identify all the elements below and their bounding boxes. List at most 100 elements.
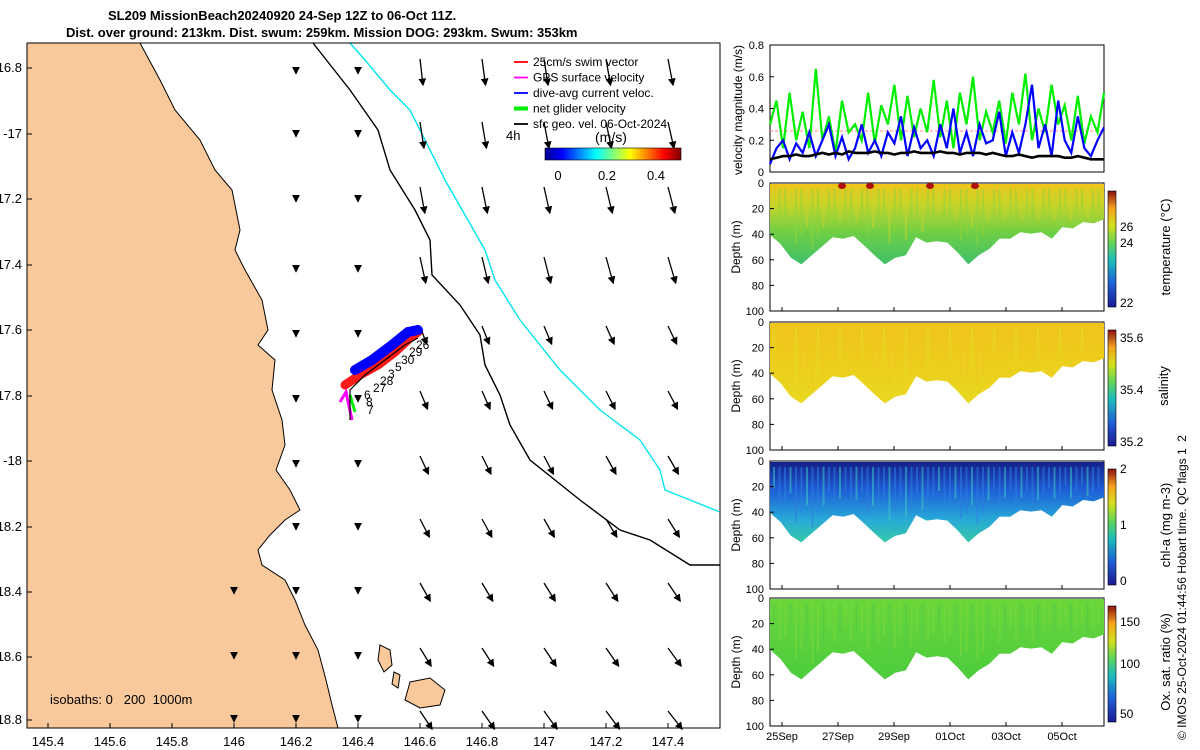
heatmap-streak — [1092, 328, 1094, 353]
legend-entry: net glider velocity — [533, 102, 626, 116]
heatmap-colorbar — [1107, 468, 1117, 586]
heatmap-streak — [949, 328, 951, 361]
heatmap-streak — [1031, 328, 1034, 365]
velocity-series — [768, 68, 1106, 165]
heatmap-streak — [844, 467, 847, 491]
colorbar-tick-label: 1 — [1120, 518, 1127, 532]
heatmap-streak — [910, 467, 913, 510]
heatmap-streak — [817, 328, 819, 376]
map-frame — [26, 42, 721, 729]
map-x-tick-label: 146.8 — [466, 734, 499, 749]
map-y-tick-label: 17.4 — [0, 257, 22, 272]
heatmap-streak — [1086, 328, 1089, 358]
heatmap-streak — [938, 467, 940, 492]
heatmap-hotspot — [971, 183, 979, 189]
track-day-label: 29 — [409, 345, 423, 359]
heatmap-streak — [1042, 604, 1045, 631]
heatmap-streak — [784, 467, 786, 500]
colorbar-tick-label: 24 — [1120, 236, 1134, 250]
heatmap-streak — [1070, 328, 1072, 360]
colorbar-tick-label: 26 — [1120, 220, 1134, 234]
geo-velocity-arrow — [667, 58, 676, 87]
geo-velocity-arrow — [481, 518, 493, 539]
map-y-tick-label: 17.2 — [0, 191, 22, 206]
isobath-200 — [312, 42, 720, 566]
geo-velocity-arrow — [605, 121, 614, 150]
heatmap-streak — [850, 328, 852, 367]
heatmap-streak — [1053, 328, 1056, 360]
heatmap-streak — [1048, 189, 1050, 211]
heatmap-y-tick-label: 60 — [752, 394, 764, 406]
track-day-label: 30 — [401, 353, 415, 367]
heatmap-streak — [982, 604, 984, 652]
heatmap-hotspot — [866, 183, 874, 189]
map-y-tick-label: 17.8 — [0, 388, 22, 403]
geo-velocity-arrow — [481, 647, 495, 668]
heatmap-streak — [954, 189, 957, 221]
title-line-2: Dist. over ground: 213km. Dist. swum: 25… — [66, 25, 578, 40]
heatmap-streak — [1097, 189, 1100, 209]
heatmap-streak — [872, 328, 874, 367]
geo-velocity-arrow — [605, 256, 616, 285]
date-tick-label: 29Sep — [878, 731, 910, 743]
heatmap-y-tick-label: 80 — [752, 280, 764, 292]
heatmap-streak — [927, 189, 929, 226]
heatmap-streak — [1048, 467, 1050, 489]
legend-entry: GPS surface velocity — [533, 71, 644, 85]
heatmap-streak — [921, 189, 924, 232]
heatmap-streak — [949, 467, 951, 500]
heatmap-streak — [965, 328, 968, 376]
heatmap-streak — [1031, 467, 1034, 504]
heatmap-streak — [1004, 604, 1006, 635]
map-x-tick-label: 147 — [533, 734, 555, 749]
heatmap-y-tick-label: 0 — [758, 317, 764, 329]
speed-tick: 0 — [554, 168, 561, 183]
heatmap-streak — [839, 467, 841, 499]
geo-velocity-arrow — [543, 325, 553, 346]
heatmap-streak — [795, 189, 797, 245]
heatmap-streak — [1053, 189, 1056, 221]
track-day-label: 27 — [373, 381, 387, 395]
geo-velocity-arrow — [481, 390, 491, 411]
heatmap-streak — [833, 467, 836, 506]
heatmap-streak — [773, 328, 775, 350]
isobaths-label: isobaths: 0 200 1000m — [50, 692, 192, 707]
time-label: 4h — [506, 128, 520, 143]
track-day-label: 26 — [416, 338, 430, 352]
heatmap-streak — [1064, 328, 1067, 348]
geo-velocity-arrow — [481, 455, 492, 476]
heatmap-ylabel: Depth (m) — [730, 359, 743, 412]
heatmap-y-tick-label: 100 — [746, 445, 764, 457]
heatmap-streak — [1086, 189, 1089, 219]
heatmap-streak — [1031, 189, 1034, 226]
geo-velocity-arrow — [419, 256, 429, 285]
geo-velocity-arrow — [605, 518, 618, 539]
heatmap-streak — [839, 604, 841, 636]
heatmap-streak — [844, 189, 847, 213]
heatmap-streak — [828, 189, 830, 214]
heatmap-streak — [872, 467, 874, 506]
heatmap-streak — [943, 328, 946, 368]
heatmap-streak — [927, 467, 929, 504]
heatmap-streak — [998, 467, 1001, 507]
geo-velocity-arrow — [605, 186, 615, 215]
heatmap-streak — [954, 328, 957, 360]
speed-tick: 0.2 — [598, 168, 616, 183]
heatmap-streak — [1026, 467, 1028, 491]
heatmap-streak — [987, 328, 990, 362]
heatmap-streak — [899, 328, 902, 362]
velocity-series-line — [768, 84, 1105, 165]
colorbar-label: Ox. sat. ratio (%) — [1158, 613, 1173, 711]
heatmap-streak — [888, 604, 891, 658]
heatmap-y-tick-label: 20 — [752, 482, 764, 494]
velocity-series-line — [768, 68, 1106, 154]
heatmap-streak — [1070, 189, 1072, 221]
speed-label: (m/s) — [595, 129, 627, 145]
heatmap-streak — [888, 328, 891, 382]
map-legend: 25cm/s swim vector GPS surface velocitydi… — [514, 55, 667, 131]
heatmap-streak — [1042, 328, 1045, 355]
heatmap-streak — [1086, 604, 1089, 634]
geo-velocity-arrow — [543, 121, 552, 150]
geo-velocity-arrow — [605, 710, 621, 731]
map-x-ticks: 145.4 145.6 145.8 146 146.2 146.4 146.6 146.8 14… — [32, 723, 684, 749]
